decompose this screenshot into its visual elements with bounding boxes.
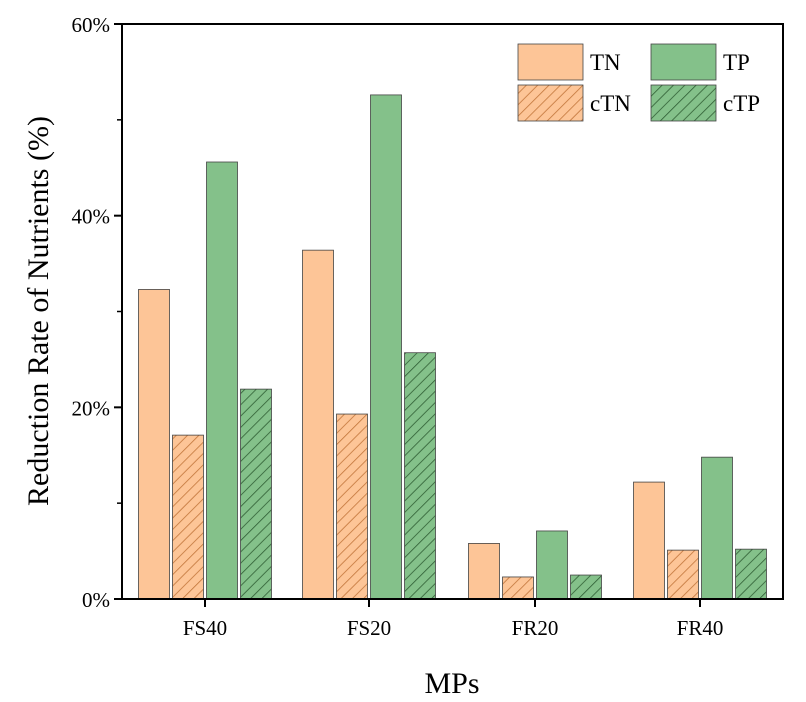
legend: TN TP cTN cTP [517,43,760,122]
bar-fs20-ctp [404,352,436,600]
bar-fr20-tn [468,543,500,600]
bar-fr20-tp [536,530,568,600]
y-tick-label: 0% [82,588,110,612]
y-axis-title: Reduction Rate of Nutrients (%) [22,116,55,506]
x-tick-label-fs40: FS40 [183,616,227,640]
x-tick-label-fs20: FS20 [347,616,391,640]
bar-fs20-tn [302,249,334,600]
legend-label-tp: TP [723,50,750,75]
legend-label-ctp: cTP [723,91,760,116]
bar-fs40-ctn [172,434,204,600]
legend-label-tn: TN [590,50,621,75]
bar-fs40-ctp [240,388,272,600]
bar-fr40-ctn [667,549,699,600]
bar-fr40-tp [701,456,733,600]
bar-fr20-ctn [502,576,534,600]
x-axis-title: MPs [424,667,479,700]
y-tick-label: 60% [72,13,111,37]
bar-fr40-ctp [735,548,767,600]
x-tick-label-fr40: FR40 [677,616,724,640]
bar-fr20-ctp [570,574,602,600]
bar-fs40-tp [206,161,238,600]
y-tick-label: 40% [72,205,111,229]
legend-label-ctn: cTN [590,91,631,116]
legend-swatch-ctp [650,84,717,122]
bar-fs20-ctn [336,413,368,600]
x-tick-label-fr20: FR20 [512,616,559,640]
y-tick-label: 20% [72,396,111,420]
bar-fs20-tp [370,94,402,600]
bar-fs40-tn [138,289,170,600]
bar-fr40-tn [633,481,665,600]
legend-swatch-tn [517,43,584,81]
legend-swatch-ctn [517,84,584,122]
legend-swatch-tp [650,43,717,81]
